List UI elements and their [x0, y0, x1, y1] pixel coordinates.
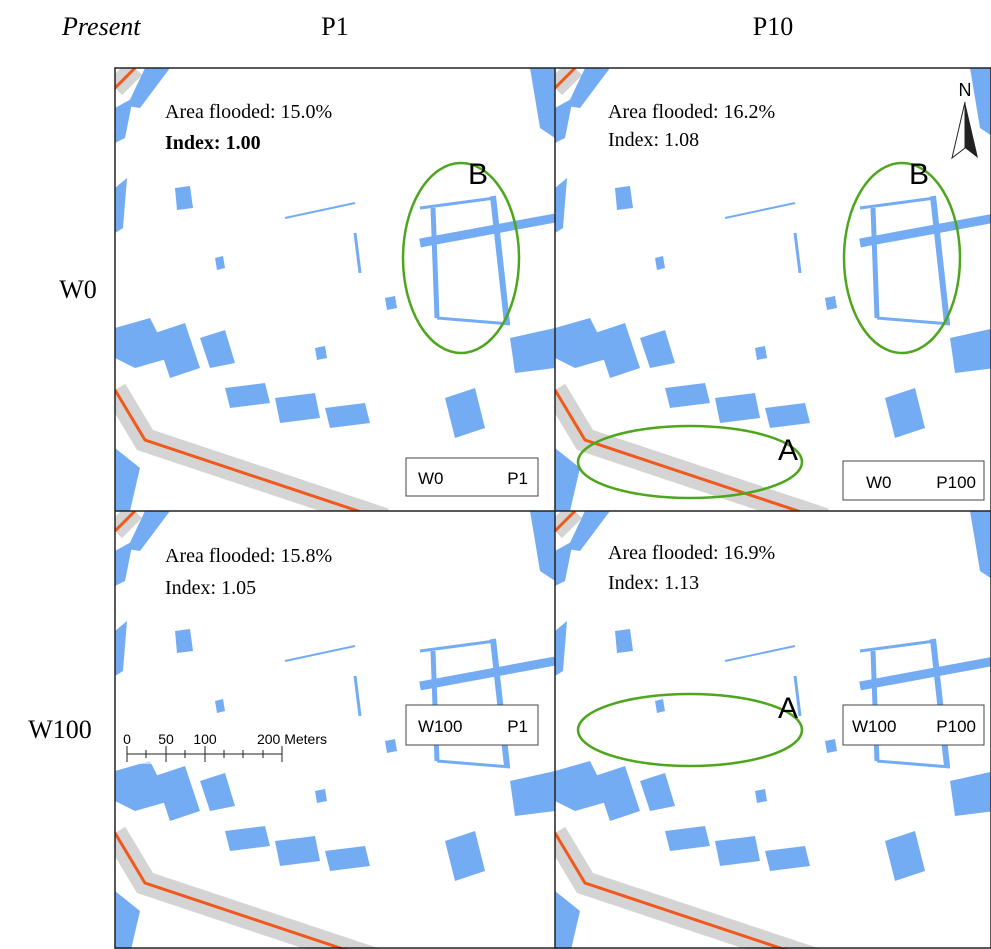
scale-label: 200 Meters [257, 731, 327, 747]
scale-label: 0 [123, 731, 131, 747]
north-arrow: N [951, 80, 978, 160]
marker-label: A [778, 434, 798, 467]
scenario-box [405, 457, 539, 497]
box-label: W100 [852, 717, 896, 736]
scale-bar: 0 50 100 200 Meters [118, 731, 327, 764]
area-text: Area flooded: 16.2% [608, 101, 775, 123]
area-text: Area flooded: 16.9% [608, 542, 775, 564]
marker-label: A [778, 692, 798, 725]
index-text: Index: 1.13 [608, 572, 699, 594]
scale-label: 50 [158, 731, 174, 747]
marker-label: B [468, 158, 488, 191]
highlight-ellipse [576, 692, 804, 768]
box-label: W0 [866, 473, 892, 492]
scenario-box [842, 460, 985, 501]
scenario-box [842, 704, 985, 746]
box-label: P100 [936, 717, 976, 736]
highlight-ellipse [576, 424, 804, 500]
marker-label: B [909, 158, 929, 191]
scenario-box [405, 704, 539, 746]
box-label: P1 [507, 469, 528, 488]
area-text: Area flooded: 15.0% [165, 101, 332, 123]
column-label: P10 [753, 12, 793, 41]
box-label: P1 [507, 717, 528, 736]
index-text: Index: 1.08 [608, 129, 699, 151]
highlight-ellipse [842, 161, 962, 355]
row-label: W0 [59, 275, 97, 304]
area-text: Area flooded: 15.8% [165, 545, 332, 567]
box-label: P100 [936, 473, 976, 492]
highlight-ellipse [401, 161, 521, 355]
header-title: Present [61, 12, 141, 41]
north-label: N [959, 80, 972, 100]
box-label: W0 [418, 469, 444, 488]
scale-label: 100 [193, 731, 217, 747]
index-text: Index: 1.00 [165, 132, 261, 154]
box-label: W100 [418, 717, 462, 736]
index-text: Index: 1.05 [165, 577, 256, 599]
frame [114, 67, 991, 949]
column-label: P1 [321, 12, 348, 41]
row-label: W100 [28, 715, 92, 744]
